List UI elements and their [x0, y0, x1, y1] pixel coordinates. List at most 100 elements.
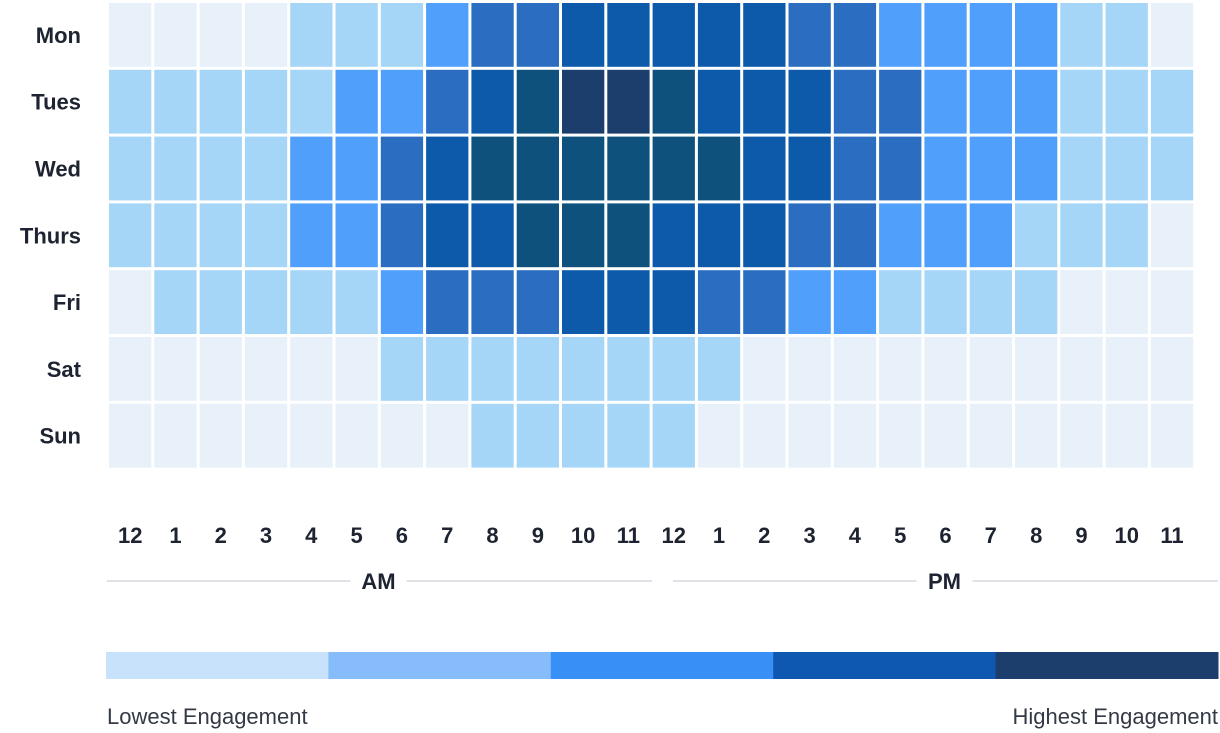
heatmap-cell [109, 203, 152, 268]
heatmap-cell [154, 337, 197, 401]
hour-label: 6 [939, 523, 951, 548]
heatmap-cell [562, 270, 605, 334]
hour-label: 11 [1160, 523, 1183, 548]
heatmap-cell [1150, 203, 1194, 268]
heatmap-cell [697, 3, 741, 67]
heatmap-cell [697, 203, 741, 268]
heatmap-cell [743, 203, 786, 268]
heatmap-cell [109, 403, 152, 468]
heatmap-cell [471, 270, 514, 334]
hour-label: 12 [118, 523, 142, 548]
heatmap-cell [924, 203, 967, 268]
hour-label: 3 [803, 523, 815, 548]
heatmap-cell [924, 337, 967, 401]
heatmap-cell [244, 203, 288, 268]
hour-label: 4 [849, 523, 862, 548]
hour-label: 2 [758, 523, 770, 548]
heatmap-cell [652, 203, 695, 268]
heatmap-cell [879, 69, 922, 134]
heatmap-cell [969, 203, 1012, 268]
heatmap-cell [290, 337, 333, 401]
heatmap-cell [471, 337, 514, 401]
heatmap-cell [1150, 403, 1194, 468]
day-label: Sun [39, 424, 81, 449]
heatmap-cell [1015, 270, 1058, 334]
heatmap-cell [652, 270, 695, 334]
heatmap-cell [743, 270, 786, 334]
heatmap-cell [154, 3, 197, 67]
heatmap-cell [562, 69, 605, 134]
heatmap-cell [1015, 203, 1058, 268]
heatmap-cell [1105, 203, 1148, 268]
heatmap-cell [1105, 3, 1148, 67]
heatmap-cell [607, 203, 650, 268]
legend-color-bar [106, 652, 1219, 679]
heatmap-cell [652, 136, 695, 201]
heatmap-cell [1015, 337, 1058, 401]
heatmap-cell [380, 136, 424, 201]
heatmap-cell [879, 136, 922, 201]
hour-label: 3 [260, 523, 272, 548]
heatmap-cell [426, 203, 469, 268]
heatmap-cell [154, 69, 197, 134]
heatmap-cell [969, 337, 1012, 401]
day-label: Thurs [20, 223, 81, 248]
heatmap-cell [924, 3, 967, 67]
hour-label: 8 [486, 523, 498, 548]
heatmap-cell [562, 337, 605, 401]
heatmap-cell [199, 136, 242, 201]
heatmap-cell [879, 203, 922, 268]
day-label: Mon [36, 23, 81, 48]
heatmap-cell [1060, 136, 1103, 201]
heatmap-cell [743, 3, 786, 67]
legend-swatch [328, 652, 552, 679]
heatmap-cell [833, 136, 877, 201]
heatmap-cell [652, 403, 695, 468]
heatmap-cell [516, 203, 559, 268]
hour-label: 12 [661, 523, 685, 548]
heatmap-cell [833, 3, 877, 67]
day-labels: Mon Tues Wed Thurs Fri Sat Sun [20, 23, 82, 449]
heatmap-cell [1105, 403, 1148, 468]
heatmap-cell [743, 337, 786, 401]
hour-label: 11 [617, 523, 640, 548]
heatmap-cell [833, 337, 877, 401]
legend-max-label: Highest Engagement [1012, 704, 1218, 729]
heatmap-cell [516, 337, 559, 401]
heatmap-cell [562, 403, 605, 468]
legend-swatch [106, 652, 329, 679]
heatmap-cell [1060, 403, 1103, 468]
heatmap-cell [743, 136, 786, 201]
hour-labels: 12 1 2 3 4 5 6 7 8 9 10 11 12 1 2 3 4 5 6 7 8 9 10 11 [118, 523, 1184, 548]
heatmap-cell [1015, 136, 1058, 201]
hour-label: 10 [571, 523, 595, 548]
hour-label: 1 [713, 523, 725, 548]
heatmap-cell [1150, 337, 1194, 401]
heatmap-cell [743, 69, 786, 134]
heatmap-cell [788, 203, 831, 268]
heatmap-cell [199, 3, 242, 67]
heatmap-cell [833, 69, 877, 134]
heatmap-cell [290, 270, 333, 334]
heatmap-cell [199, 270, 242, 334]
legend-swatch [550, 652, 774, 679]
heatmap-cell [607, 403, 650, 468]
heatmap-cell [335, 69, 378, 134]
heatmap-cell [652, 3, 695, 67]
heatmap-cell [652, 69, 695, 134]
heatmap-cell [652, 337, 695, 401]
hour-label: 5 [350, 523, 362, 548]
heatmap-cell [471, 136, 514, 201]
heatmap-cell [562, 3, 605, 67]
heatmap-cell [1060, 337, 1103, 401]
heatmap-cell [924, 270, 967, 334]
heatmap-cell [1060, 69, 1103, 134]
heatmap-cell [1105, 69, 1148, 134]
heatmap-cell [426, 3, 469, 67]
period-label: PM [928, 569, 961, 594]
heatmap-cell [1150, 69, 1194, 134]
heatmap-cell [335, 270, 378, 334]
heatmap-cell [426, 69, 469, 134]
hour-label: 7 [441, 523, 453, 548]
